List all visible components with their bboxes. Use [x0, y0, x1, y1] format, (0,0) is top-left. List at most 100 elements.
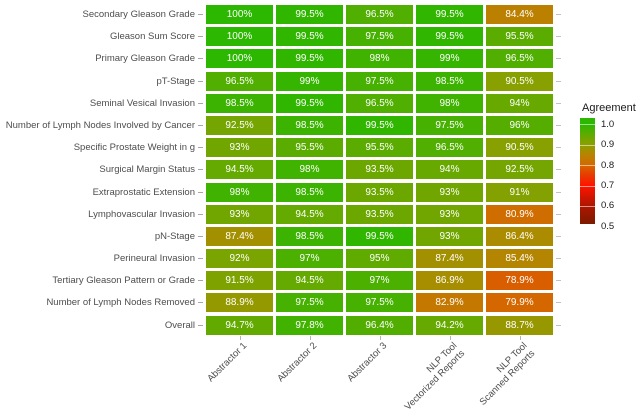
- legend-bar-tick: [580, 185, 595, 187]
- y-axis-tick: [198, 191, 203, 193]
- row-label: Number of Lymph Nodes Involved by Cancer: [0, 116, 203, 135]
- heatmap-cell: 80.9%: [486, 204, 553, 224]
- heatmap-cell: 100%: [206, 5, 273, 24]
- row-label: Tertiary Gleason Pattern or Grade: [0, 271, 203, 290]
- heatmap-cell: 93.5%: [346, 182, 413, 202]
- heatmap-cell: 95%: [346, 249, 413, 269]
- legend-tick-label: 0.9: [601, 139, 615, 151]
- row-label: Extraprostatic Extension: [0, 183, 203, 202]
- x-axis-label: Abstractor 1: [205, 340, 250, 385]
- heatmap-cell: 99.5%: [346, 226, 413, 246]
- y-axis-tick-right: [556, 14, 561, 15]
- heatmap-cell: 99.5%: [346, 115, 413, 135]
- heatmap-cell: 96.5%: [486, 49, 553, 69]
- heatmap-cell: 99.5%: [416, 5, 483, 24]
- heatmap-cell: 79.9%: [486, 293, 553, 313]
- heatmap-cell: 93%: [416, 204, 483, 224]
- heatmap-cell: 94%: [416, 160, 483, 180]
- y-axis-tick: [198, 14, 203, 15]
- heatmap-cell: 99.5%: [416, 27, 483, 47]
- heatmap-cell: 97.5%: [346, 71, 413, 91]
- heatmap-cell: 91%: [486, 182, 553, 202]
- legend-colorbar: [580, 118, 595, 224]
- heatmap-cell: 96.5%: [416, 138, 483, 158]
- heatmap-cell: 93%: [206, 204, 273, 224]
- row-label-text: Number of Lymph Nodes Involved by Cancer: [5, 119, 195, 131]
- heatmap-cell: 94.7%: [206, 315, 273, 335]
- heatmap-cell: 84.4%: [486, 5, 553, 24]
- heatmap-cell: 90.5%: [486, 71, 553, 91]
- x-axis-label: Abstractor 2: [275, 340, 320, 385]
- heatmap-cell: 96.5%: [206, 71, 273, 91]
- legend-tick-label: 0.5: [601, 220, 615, 232]
- x-axis-ticks: [0, 336, 640, 341]
- heatmap-cell: 99.5%: [276, 27, 343, 47]
- heatmap-cell: 92%: [206, 249, 273, 269]
- y-axis-tick: [198, 169, 203, 171]
- x-axis-labels: Abstractor 1 Abstractor 2 Abstractor 3 NLP …: [0, 340, 640, 413]
- y-axis-tick: [198, 302, 203, 304]
- y-axis-tick: [198, 102, 203, 104]
- x-axis-label: NLP Tool Vectorized Reports: [402, 340, 467, 413]
- heatmap-cell: 98.5%: [276, 182, 343, 202]
- heatmap-cell: 98.5%: [276, 115, 343, 135]
- row-label-text: Primary Gleason Grade: [95, 53, 195, 65]
- heatmap-cell: 87.4%: [206, 226, 273, 246]
- heatmap-cell: 95.5%: [276, 138, 343, 158]
- y-axis-tick-right: [556, 124, 561, 126]
- y-axis-tick-right: [556, 280, 561, 282]
- legend-bar-tick: [580, 165, 595, 167]
- heatmap-cell: 94.5%: [206, 160, 273, 180]
- y-axis-tick-right: [556, 191, 561, 193]
- x-axis-tick: [309, 336, 311, 340]
- y-axis-tick: [198, 324, 203, 326]
- heatmap-cell: 97.5%: [276, 293, 343, 313]
- heatmap-cell: 94.5%: [276, 204, 343, 224]
- heatmap-cell: 95.5%: [346, 138, 413, 158]
- row-label: Secondary Gleason Grade: [0, 5, 203, 24]
- heatmap-grid: Secondary Gleason Grade 100% 99.5% 96.5% 99.…: [0, 5, 564, 335]
- heatmap-cell: 97.5%: [346, 293, 413, 313]
- heatmap-cell: 94%: [486, 93, 553, 113]
- heatmap-cell: 98%: [346, 49, 413, 69]
- heatmap-cell: 92.5%: [486, 160, 553, 180]
- row-label-text: Surgical Margin Status: [99, 164, 195, 176]
- row-label: pN-Stage: [0, 227, 203, 246]
- x-axis-tick: [519, 336, 521, 340]
- row-label-text: Secondary Gleason Grade: [82, 9, 195, 20]
- legend-bar-tick: [580, 205, 595, 207]
- heatmap-cell: 99.5%: [276, 5, 343, 24]
- heatmap-cell: 86.9%: [416, 271, 483, 291]
- row-label: Lymphovascular Invasion: [0, 205, 203, 224]
- y-axis-tick-right: [556, 213, 561, 215]
- heatmap-cell: 98.5%: [416, 71, 483, 91]
- heatmap-cell: 88.7%: [486, 315, 553, 335]
- row-label-text: pN-Stage: [154, 230, 195, 242]
- heatmap-cell: 86.4%: [486, 226, 553, 246]
- legend: Agreement 1.0 0.9 0.8 0.7 0.6 0.5: [578, 100, 640, 240]
- y-axis-tick-right: [556, 102, 561, 104]
- heatmap-cell: 82.9%: [416, 293, 483, 313]
- legend-bar-tick: [580, 144, 595, 146]
- heatmap-cell: 97.8%: [276, 315, 343, 335]
- heatmap-cell: 99.5%: [276, 49, 343, 69]
- heatmap-cell: 94.2%: [416, 315, 483, 335]
- heatmap-cell: 78.9%: [486, 271, 553, 291]
- legend-tick-label: 1.0: [601, 118, 615, 130]
- x-axis-tick: [239, 336, 241, 340]
- y-axis-tick-right: [556, 58, 561, 60]
- heatmap-cell: 90.5%: [486, 138, 553, 158]
- heatmap-cell: 96%: [486, 115, 553, 135]
- heatmap-cell: 97.5%: [346, 27, 413, 47]
- row-label-text: Overall: [164, 319, 195, 331]
- heatmap-cell: 91.5%: [206, 271, 273, 291]
- row-label-text: Number of Lymph Nodes Removed: [46, 297, 195, 309]
- x-axis-tick: [449, 336, 451, 340]
- legend-title: Agreement: [582, 102, 636, 114]
- heatmap-cell: 97%: [276, 249, 343, 269]
- y-axis-tick: [198, 235, 203, 237]
- heatmap-cell: 99%: [276, 71, 343, 91]
- y-axis-tick: [198, 213, 203, 215]
- heatmap-cell: 96.5%: [346, 93, 413, 113]
